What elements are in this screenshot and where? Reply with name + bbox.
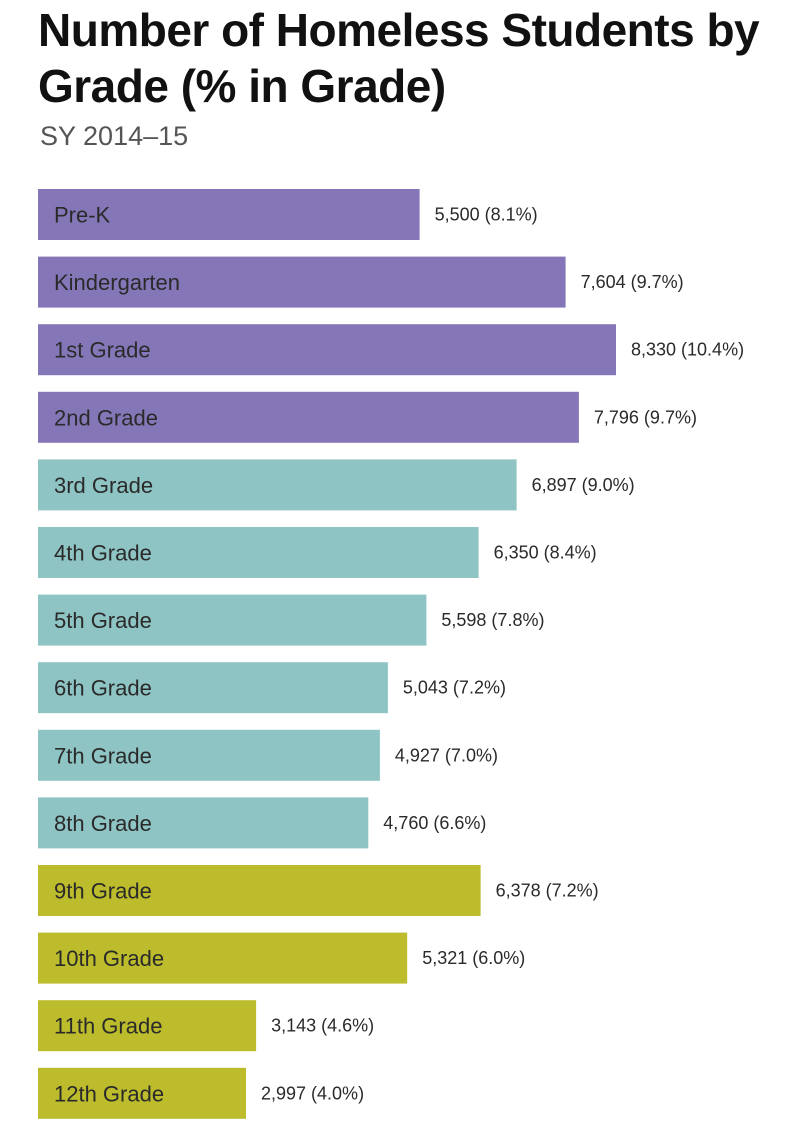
value-label-pre-k: 5,500 (8.1%) <box>435 205 538 225</box>
value-label-5th-grade: 5,598 (7.8%) <box>441 610 544 630</box>
category-label-4th-grade: 4th Grade <box>54 541 152 566</box>
value-label-11th-grade: 3,143 (4.6%) <box>271 1016 374 1036</box>
category-label-5th-grade: 5th Grade <box>54 608 152 633</box>
bar-12th-grade <box>38 1067 246 1119</box>
value-label-10th-grade: 5,321 (6.0%) <box>422 948 525 968</box>
category-label-3rd-grade: 3rd Grade <box>54 473 153 498</box>
bar-10th-grade <box>38 932 408 984</box>
value-label-2nd-grade: 7,796 (9.7%) <box>594 407 697 427</box>
category-label-2nd-grade: 2nd Grade <box>54 405 158 430</box>
category-label-7th-grade: 7th Grade <box>54 743 152 768</box>
value-label-1st-grade: 8,330 (10.4%) <box>631 340 744 360</box>
bar-kindergarten <box>38 256 566 308</box>
bar-4th-grade <box>38 527 479 578</box>
value-label-7th-grade: 4,927 (7.0%) <box>395 745 498 765</box>
value-label-6th-grade: 5,043 (7.2%) <box>403 678 506 698</box>
chart-title: Number of Homeless Students by Grade (% … <box>38 4 760 112</box>
category-label-11th-grade: 11th Grade <box>54 1014 162 1039</box>
category-label-8th-grade: 8th Grade <box>54 811 152 836</box>
category-label-12th-grade: 12th Grade <box>54 1081 164 1106</box>
value-label-3rd-grade: 6,897 (9.0%) <box>532 475 635 495</box>
value-label-kindergarten: 7,604 (9.7%) <box>581 272 684 292</box>
bar-1st-grade <box>38 324 616 376</box>
value-label-12th-grade: 2,997 (4.0%) <box>261 1083 364 1103</box>
category-label-6th-grade: 6th Grade <box>54 676 152 701</box>
bar-5th-grade <box>38 594 427 646</box>
bar-pre-k <box>38 189 420 240</box>
bar-7th-grade <box>38 729 380 781</box>
bar-11th-grade <box>38 1000 257 1052</box>
bar-9th-grade <box>38 865 481 916</box>
bar-6th-grade <box>38 662 388 714</box>
chart-subtitle: SY 2014–15 <box>40 121 189 151</box>
category-label-kindergarten: Kindergarten <box>54 270 180 295</box>
bar-8th-grade <box>38 797 369 849</box>
value-label-9th-grade: 6,378 (7.2%) <box>496 881 599 901</box>
value-label-8th-grade: 4,760 (6.6%) <box>383 813 486 833</box>
category-label-9th-grade: 9th Grade <box>54 879 152 904</box>
category-label-pre-k: Pre-K <box>54 203 111 228</box>
value-label-4th-grade: 6,350 (8.4%) <box>494 543 597 563</box>
bar-3rd-grade <box>38 459 517 511</box>
category-label-1st-grade: 1st Grade <box>54 338 151 363</box>
bar-2nd-grade <box>38 391 579 443</box>
category-label-10th-grade: 10th Grade <box>54 946 164 971</box>
